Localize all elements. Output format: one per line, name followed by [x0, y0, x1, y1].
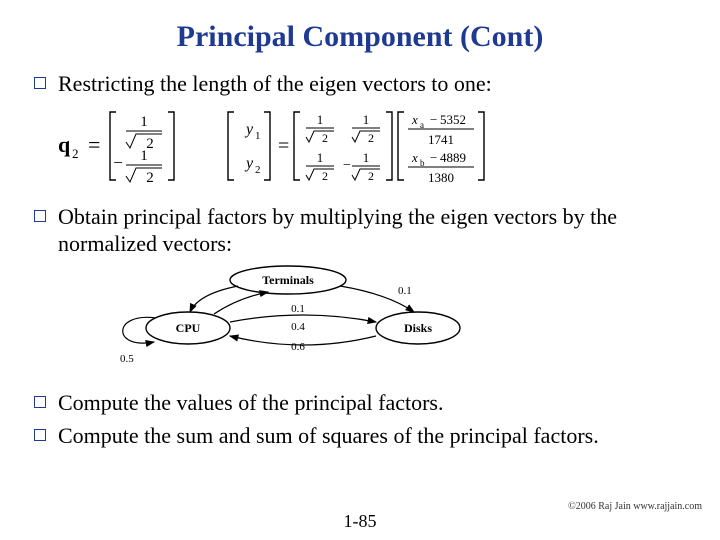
equation-block: q 2 = 1 2 − 1 2: [58, 104, 692, 193]
square-bullet-icon: [34, 429, 46, 441]
weight-right: 0.1: [291, 303, 305, 315]
matrix-2x2: 1 2 1 2 1 2: [294, 112, 392, 183]
bullet-text-3: Compute the values of the principal fact…: [58, 389, 444, 417]
square-bullet-icon: [34, 396, 46, 408]
svg-text:−: −: [343, 158, 351, 173]
svg-text:−: −: [113, 153, 123, 172]
svg-text:1: 1: [140, 114, 148, 130]
bracket-right-1: [168, 112, 174, 180]
svg-text:1741: 1741: [428, 132, 454, 147]
svg-text:1: 1: [317, 112, 324, 127]
svg-text:2: 2: [322, 169, 328, 183]
svg-text:1: 1: [363, 150, 370, 165]
svg-text:y: y: [244, 155, 254, 172]
slide-title: Principal Component (Cont): [28, 20, 692, 54]
svg-text:1: 1: [140, 148, 148, 164]
eq-equals-1: =: [88, 132, 100, 157]
svg-text:1: 1: [363, 112, 370, 127]
bullet-row: Compute the sum and sum of squares of th…: [34, 422, 692, 450]
bullet-text-1: Restricting the length of the eigen vect…: [58, 70, 492, 98]
eq-equals-2: =: [278, 135, 289, 157]
svg-text:5352: 5352: [440, 112, 466, 127]
y-vector: y 1 y 2: [228, 112, 270, 180]
slide: Principal Component (Cont) Restricting t…: [0, 0, 720, 540]
node-disks-label: Disks: [404, 321, 432, 335]
flow-diagram-svg: Terminals CPU Disks 0.1 0.1 0.4 0.6 0.5: [118, 264, 498, 374]
page-number: 1-85: [0, 511, 720, 532]
svg-text:2: 2: [368, 169, 374, 183]
svg-text:1380: 1380: [428, 170, 454, 185]
svg-text:2: 2: [146, 170, 154, 186]
node-terminals-label: Terminals: [262, 273, 314, 287]
svg-text:−: −: [430, 112, 437, 127]
edge-terminals-cpu: [190, 286, 238, 312]
equation-svg: q 2 = 1 2 − 1 2: [58, 104, 618, 188]
x-vector: x a − 5352 1741 x b − 4889 1380: [398, 112, 484, 185]
svg-text:1: 1: [255, 130, 261, 142]
square-bullet-icon: [34, 77, 46, 89]
bullet-row: Restricting the length of the eigen vect…: [34, 70, 692, 98]
svg-text:x: x: [411, 112, 418, 127]
weight-left: 0.5: [120, 353, 134, 365]
eq-q: q: [58, 132, 71, 157]
svg-text:−: −: [430, 150, 437, 165]
weight-mid: 0.4: [291, 321, 305, 333]
bullet-text-2: Obtain principal factors by multiplying …: [58, 203, 692, 258]
node-cpu-label: CPU: [176, 321, 201, 335]
svg-text:2: 2: [368, 131, 374, 145]
svg-text:2: 2: [255, 164, 261, 176]
bullet-row: Compute the values of the principal fact…: [34, 389, 692, 417]
edge-cpu-terminals: [214, 292, 268, 314]
svg-text:2: 2: [322, 131, 328, 145]
svg-text:x: x: [411, 150, 418, 165]
bullet-row: Obtain principal factors by multiplying …: [34, 203, 692, 258]
eq-q-sub: 2: [72, 146, 79, 161]
frac-bot-1: − 1 2: [113, 148, 162, 186]
bullet-text-4: Compute the sum and sum of squares of th…: [58, 422, 599, 450]
weight-bottom: 0.6: [291, 341, 305, 353]
svg-text:1: 1: [317, 150, 324, 165]
frac-top-1: 1 2: [126, 114, 162, 152]
svg-text:4889: 4889: [440, 150, 466, 165]
weight-top-right: 0.1: [398, 285, 412, 297]
square-bullet-icon: [34, 210, 46, 222]
diagram-block: Terminals CPU Disks 0.1 0.1 0.4 0.6 0.5: [118, 264, 692, 379]
svg-text:y: y: [244, 121, 254, 138]
